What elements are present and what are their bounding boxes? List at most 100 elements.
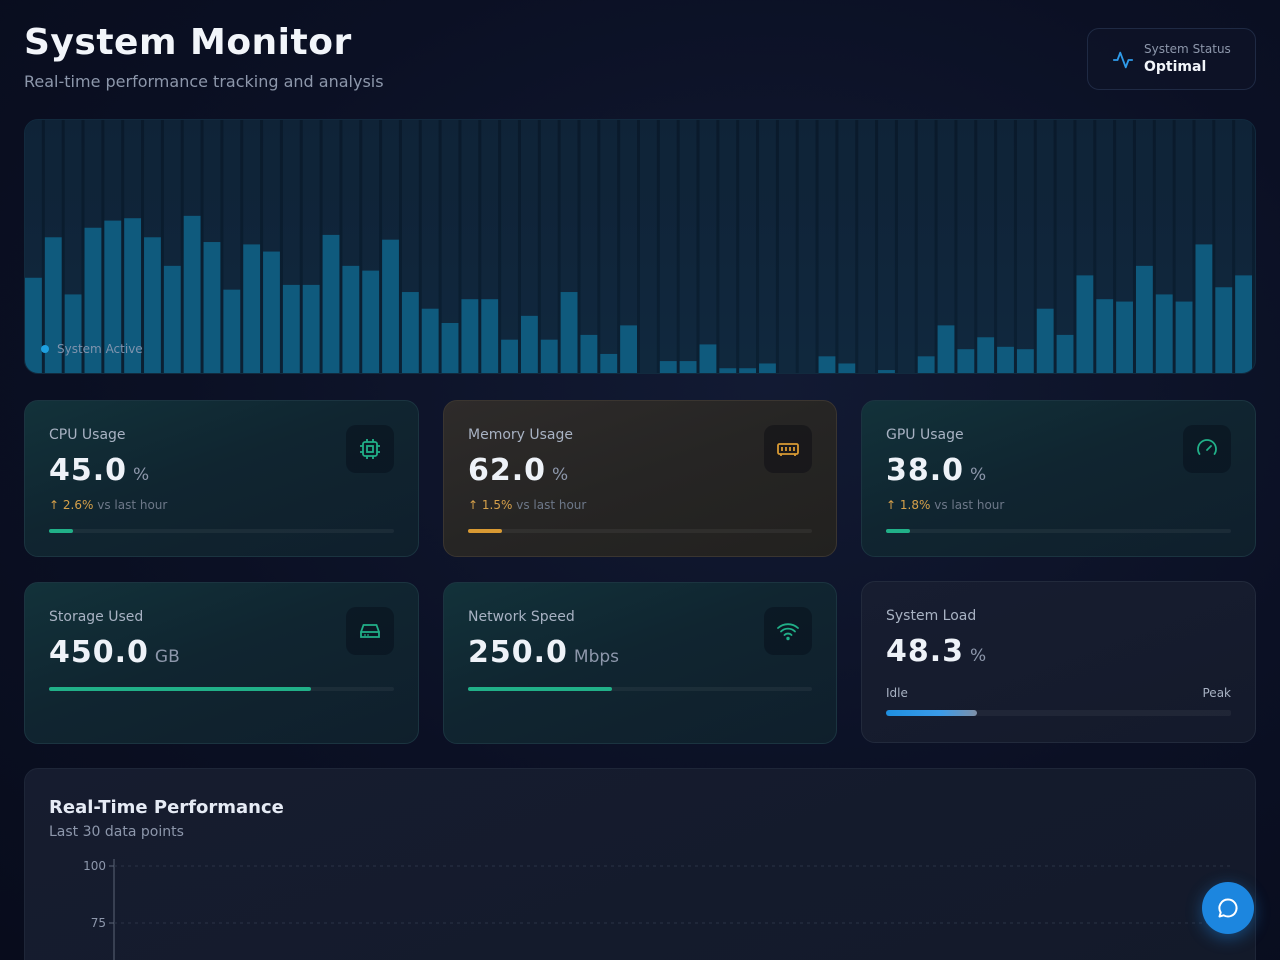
activity-bar [1076,275,1094,373]
metric-trend: ↑ 2.6% vs last hour [49,498,167,512]
metric-unit: % [970,465,987,485]
system-active-label: System Active [57,342,143,356]
active-indicator-dot [41,345,49,353]
activity-bar-track [977,120,995,373]
activity-bar [838,363,856,373]
metric-number: 62.0 [468,453,547,488]
metric-number: 38.0 [886,453,965,488]
activity-bars [25,120,1253,373]
activity-bar [560,292,578,373]
realtime-performance-panel: Real-Time Performance Last 30 data point… [24,768,1256,960]
gauge-icon-button[interactable] [1183,425,1231,473]
system-status-panel: System Status Optimal [1087,28,1256,90]
metric-label: System Load [886,608,977,624]
usage-bar-fill [49,529,74,533]
metric-value: 45.0% [49,453,149,488]
activity-bar [64,294,82,373]
metric-label: Network Speed [468,609,575,625]
activity-bar-track [858,120,876,373]
activity-bar [401,292,419,373]
usage-bar-track [468,687,812,691]
activity-bar-track [441,120,459,373]
metric-unit: GB [154,647,180,667]
trend-value: 2.6% [62,498,94,512]
activity-bar-track [1056,120,1074,373]
activity-bar [1155,294,1173,373]
page-title: System Monitor [24,22,352,63]
activity-bar [679,361,697,373]
activity-bar-track [838,120,856,373]
activity-bar [739,368,757,373]
usage-bar-track [886,529,1231,533]
metric-value: 48.3% [886,634,986,669]
activity-bar [183,215,201,373]
metric-unit: % [552,465,569,485]
activity-bar-track [937,120,955,373]
activity-bar [600,353,618,373]
activity-bar-track [957,120,975,373]
page-subtitle: Real-time performance tracking and analy… [24,72,384,91]
metric-trend: ↑ 1.8% vs last hour [886,498,1004,512]
performance-chart: 100 75 [83,859,1233,960]
metric-number: 45.0 [49,453,128,488]
activity-bar-track [778,120,796,373]
activity-bar [322,234,340,373]
cpu-icon-button[interactable] [346,425,394,473]
activity-bar [759,363,776,373]
trend-value: 1.8% [899,498,931,512]
activity-bar [1195,244,1213,373]
activity-bar [263,251,280,373]
activity-bar [917,356,935,373]
hard-drive-icon [360,624,380,638]
activity-bar [342,265,360,373]
activity-bar [719,368,737,373]
activity-bar [957,349,975,373]
activity-bar-track [679,120,697,373]
metric-value: 450.0 GB [49,635,180,670]
metric-number: 250.0 [468,635,568,670]
memory-usage-card[interactable]: Memory Usage 62.0% ↑ 1.5% vs last hour [443,400,837,557]
metric-value: 250.0 Mbps [468,635,619,670]
activity-bar [163,265,181,373]
activity-bar-track [600,120,618,373]
activity-bar [1056,334,1074,373]
storage-used-card[interactable]: Storage Used 450.0 GB [24,582,419,744]
hard-drive-icon-button[interactable] [346,607,394,655]
activity-bar-track [699,120,717,373]
metric-label: Storage Used [49,609,144,625]
system-load-card[interactable]: System Load 48.3% Idle Peak [861,581,1256,743]
activity-bar [699,344,717,373]
activity-bar [878,370,895,373]
activity-bar [977,337,995,373]
activity-bar-track [798,120,816,373]
activity-bar-track [739,120,757,373]
trend-up-icon: ↑ [468,498,479,512]
activity-bar-track [878,120,895,373]
metric-unit: % [133,465,150,485]
activity-bar [223,289,241,373]
system-active-badge: System Active [41,342,143,356]
gpu-usage-card[interactable]: GPU Usage 38.0% ↑ 1.8% vs last hour [861,400,1256,557]
activity-bar [243,244,261,373]
wifi-icon-button[interactable] [764,607,812,655]
activity-bar-track [501,120,518,373]
activity-bar-track [540,120,558,373]
network-speed-card[interactable]: Network Speed 250.0 Mbps [443,582,837,744]
activity-bar-track [659,120,677,373]
cpu-usage-card[interactable]: CPU Usage 45.0% ↑ 2.6% vs last hour [24,400,419,557]
activity-bar-track [917,120,935,373]
metric-trend: ↑ 1.5% vs last hour [468,498,586,512]
activity-bar-track [818,120,836,373]
activity-bar [203,242,221,373]
metric-unit: % [970,646,987,666]
activity-bar [362,270,380,373]
y-tick-label: 75 [91,916,106,930]
activity-icon [1112,51,1134,69]
trend-text: vs last hour [934,498,1005,512]
trend-text: vs last hour [97,498,168,512]
memory-icon-button[interactable] [764,425,812,473]
activity-bar [1036,308,1054,373]
chat-button[interactable] [1202,882,1254,934]
metric-value: 38.0% [886,453,986,488]
usage-bar-track [468,529,812,533]
